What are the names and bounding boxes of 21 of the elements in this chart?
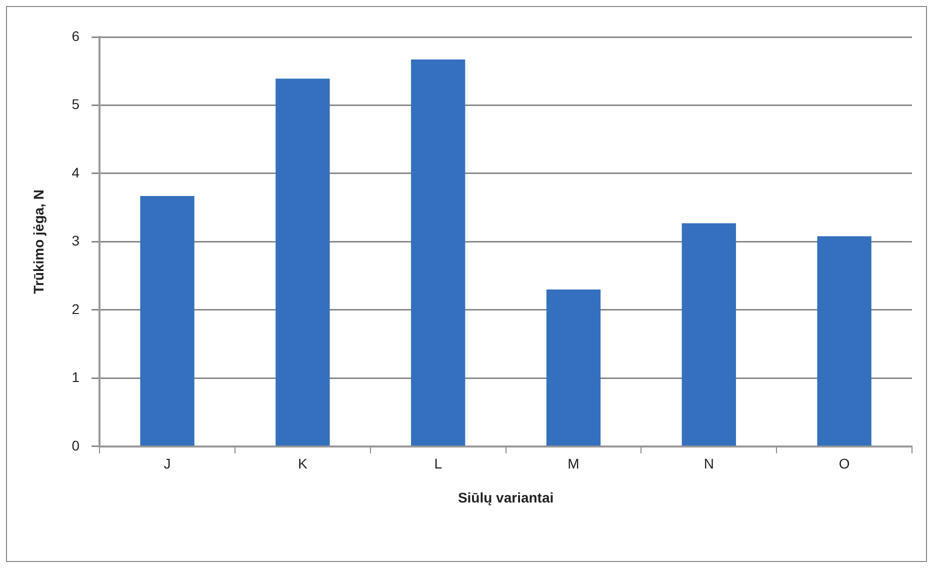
bar [682,223,736,446]
y-tick-label: 4 [72,164,80,180]
y-tick-label: 3 [72,232,80,249]
y-tick-label: 2 [72,300,80,317]
bar [546,289,601,446]
y-tick-label: 1 [72,369,80,386]
x-tick-label: N [704,456,714,472]
bar [276,78,330,446]
y-axis-title: Trūkimo jėga, N [30,190,46,294]
x-tick-label: J [164,456,171,472]
bar [817,236,872,446]
x-tick-label: K [298,456,308,472]
y-tick-label: 5 [72,96,80,112]
y-tick-label: 0 [72,437,80,454]
bar [411,60,466,446]
x-axis-title: Siūlų variantai [458,489,554,506]
x-tick-label: O [838,456,850,472]
bar [140,196,194,446]
x-tick-label: M [568,456,580,472]
x-tick-label: L [434,456,442,472]
y-tick-label: 6 [72,28,80,44]
